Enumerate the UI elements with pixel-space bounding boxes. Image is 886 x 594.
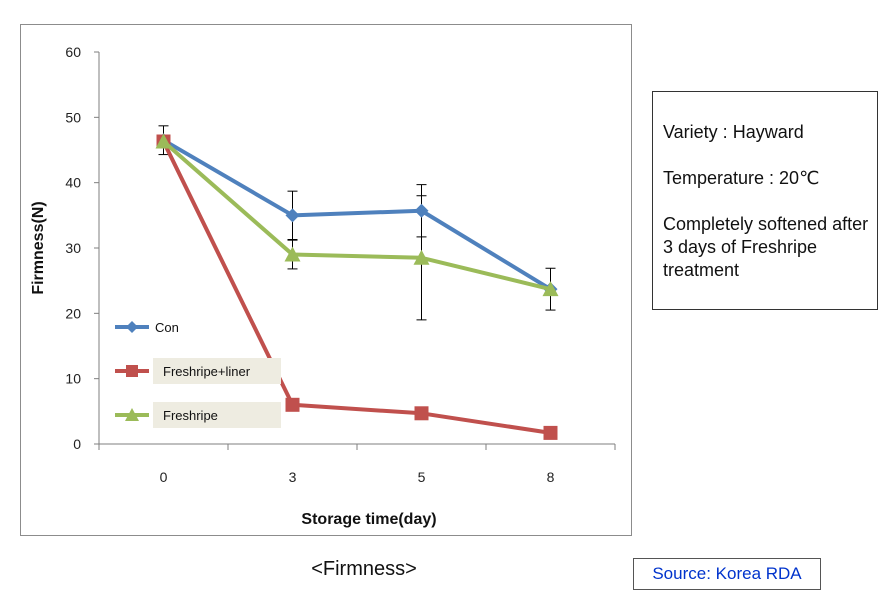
data-point-freshripe-liner	[414, 406, 429, 421]
legend-marker-freshripe	[125, 408, 139, 421]
data-point-freshripe	[413, 249, 430, 265]
data-point-freshripe-liner	[285, 397, 300, 412]
note-remark: Completely softened after 3 days of Fres…	[663, 214, 869, 280]
figure-caption: <Firmness>	[311, 558, 417, 580]
note-box: Variety : Hayward Temperature : 20℃ Comp…	[652, 91, 878, 310]
x-tick-label: 0	[160, 469, 168, 485]
legend-marker-freshripe-liner	[126, 365, 138, 377]
firmness-chart: 0 10 20 30 40 50 60 0 3 5 8 Storage time(day) Firmne…	[30, 44, 616, 528]
y-tick-label: 0	[73, 436, 81, 452]
legend-label-freshripe-liner: Freshripe+liner	[163, 364, 251, 379]
note-variety: Variety : Hayward	[663, 122, 804, 142]
y-tick-label: 30	[65, 240, 81, 256]
y-tick-label: 60	[65, 44, 81, 60]
data-point-freshripe-liner	[543, 425, 558, 440]
x-tick-label: 8	[547, 469, 555, 485]
legend-label-bg	[153, 358, 281, 384]
x-axis-title: Storage time(day)	[301, 511, 436, 528]
data-point-freshripe	[542, 281, 559, 297]
legend-marker-con	[126, 321, 138, 333]
data-point-con	[414, 203, 429, 218]
source-label: Source: Korea RDA	[633, 558, 821, 590]
y-axis-title: Firmness(N)	[30, 201, 47, 294]
legend-label-freshripe: Freshripe	[163, 408, 218, 423]
y-tick-label: 10	[65, 371, 81, 387]
series-line-freshripe-liner	[161, 140, 551, 435]
y-tick-label: 50	[65, 109, 81, 125]
legend-label-con: Con	[155, 320, 179, 335]
x-tick-label: 5	[418, 469, 426, 485]
data-point-freshripe	[155, 133, 172, 149]
data-point-freshripe	[284, 246, 301, 262]
y-tick-label: 20	[65, 305, 81, 321]
data-point-con	[285, 208, 300, 223]
series-line-con	[162, 138, 552, 291]
legend-label-bg	[153, 402, 281, 428]
series-line-freshripe	[162, 140, 551, 292]
chart-frame: 0 10 20 30 40 50 60 0 3 5 8 Storage time(day) Firmne…	[20, 24, 632, 536]
note-temperature: Temperature : 20℃	[663, 168, 820, 188]
y-tick-label: 40	[65, 175, 81, 191]
x-tick-label: 3	[289, 469, 297, 485]
